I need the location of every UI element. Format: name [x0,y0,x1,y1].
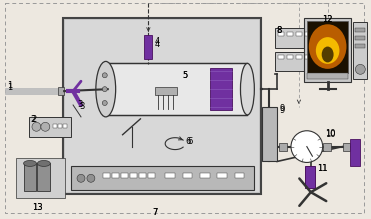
Circle shape [102,101,107,106]
Bar [305,55,311,59]
Bar [106,63,247,115]
Bar [296,32,302,36]
Ellipse shape [316,37,339,64]
Bar [103,173,110,178]
Bar [262,107,277,161]
Bar [65,20,259,192]
Text: 11: 11 [317,164,327,173]
Bar [305,166,315,188]
Ellipse shape [240,63,255,115]
Bar [210,68,232,110]
Bar [63,124,67,128]
Bar [130,173,137,178]
Text: 5: 5 [183,71,188,80]
Circle shape [355,64,365,74]
Text: 2: 2 [30,115,36,124]
Bar [304,18,351,82]
Bar [58,124,62,128]
Bar [155,87,177,95]
Bar [313,55,319,59]
Bar [313,38,319,42]
Text: 1: 1 [7,81,12,90]
Bar [144,35,152,59]
Text: 13: 13 [32,203,43,212]
Bar [16,159,65,198]
Bar [200,173,210,178]
Bar [121,173,128,178]
Bar [148,173,155,178]
Text: 6: 6 [185,137,190,146]
Bar [58,87,64,95]
Circle shape [77,174,85,182]
Text: 11: 11 [317,164,327,173]
Bar [287,55,293,59]
Text: 3: 3 [77,99,82,108]
Ellipse shape [96,61,116,117]
Bar [355,44,365,48]
Text: 10: 10 [325,129,335,138]
Bar [287,32,293,36]
Circle shape [41,122,50,131]
Bar [63,18,261,194]
Text: 12: 12 [322,15,333,24]
Bar [278,55,284,59]
Text: 10: 10 [325,130,335,139]
Bar [307,73,348,79]
Text: 3: 3 [79,102,84,111]
Bar [71,166,255,190]
Text: 6: 6 [187,137,192,146]
Bar [53,124,57,128]
Text: 13: 13 [32,203,43,212]
Bar [23,163,36,191]
Bar [323,143,331,151]
Bar [275,28,323,48]
Bar [355,36,365,40]
Text: 4: 4 [154,40,160,49]
Bar [234,173,244,178]
Ellipse shape [23,161,36,166]
Bar [37,163,50,191]
Text: 7: 7 [152,208,158,217]
Bar [313,61,319,65]
Bar [305,32,311,36]
Bar [296,55,302,59]
Text: 4: 4 [154,37,160,46]
Bar [279,143,287,151]
Circle shape [291,131,323,162]
Circle shape [102,87,107,92]
Bar [351,139,360,166]
Circle shape [102,73,107,78]
Bar [183,173,193,178]
Text: 8: 8 [276,26,282,35]
Text: 1: 1 [7,83,12,92]
Bar [165,173,175,178]
Bar [342,143,351,151]
Text: 9: 9 [279,106,284,115]
Circle shape [32,122,41,131]
Text: 5: 5 [183,71,188,80]
Text: 9: 9 [279,104,284,113]
Bar [217,173,227,178]
Text: 12: 12 [322,15,333,24]
Text: 2: 2 [32,115,37,124]
Bar [307,21,348,73]
Bar [313,32,319,36]
Bar [354,22,367,79]
Text: 8: 8 [276,26,282,35]
Bar [29,117,71,137]
Ellipse shape [309,24,347,69]
Bar [355,28,365,32]
Bar [278,32,284,36]
Bar [275,51,323,71]
Bar [112,173,119,178]
Ellipse shape [37,161,50,166]
Text: 7: 7 [152,208,158,217]
Ellipse shape [322,47,334,62]
Circle shape [87,174,95,182]
Bar [139,173,146,178]
